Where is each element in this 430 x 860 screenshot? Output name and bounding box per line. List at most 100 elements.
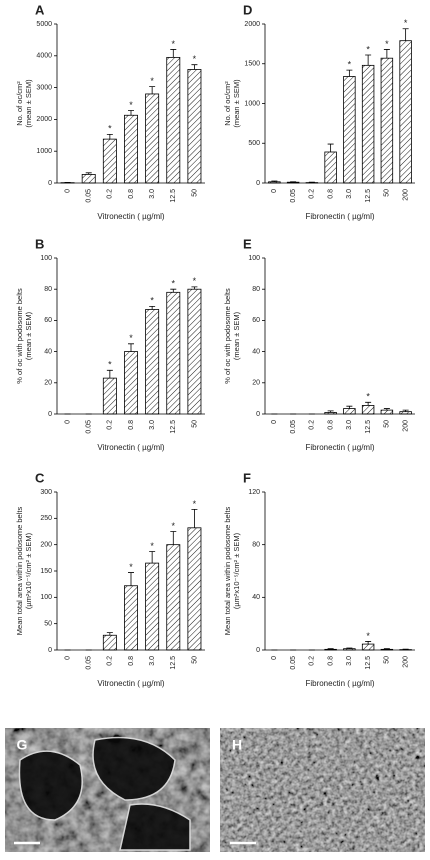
y-tick-label: 40 <box>252 594 260 601</box>
x-tick-label: 50 <box>191 420 198 428</box>
x-axis-label: Vitronectin ( µg/ml) <box>97 443 164 452</box>
y-tick-label: 4000 <box>36 53 52 60</box>
bar <box>287 182 299 183</box>
bar <box>103 139 116 183</box>
x-tick-label: 0.8 <box>128 656 135 666</box>
significance-mark: * <box>150 296 154 306</box>
significance-mark: * <box>366 392 370 402</box>
error-bar <box>365 55 371 65</box>
significance-mark: * <box>193 54 197 64</box>
y-tick-label: 20 <box>252 380 260 387</box>
y-tick-label: 60 <box>44 317 52 324</box>
x-axis-label: Fibronectin ( µg/ml) <box>305 212 374 221</box>
x-tick-label: 12.5 <box>170 420 177 434</box>
bar <box>400 41 412 183</box>
y-axis-label: (mean ± SEM) <box>232 311 241 360</box>
y-axis-label: No. of oc/cm² <box>15 81 24 126</box>
error-bar <box>107 370 113 378</box>
bar <box>124 115 137 183</box>
x-axis-label: Vitronectin ( µg/ml) <box>97 679 164 688</box>
y-tick-label: 250 <box>40 515 52 522</box>
error-bar <box>191 509 197 527</box>
y-tick-label: 0 <box>48 180 52 187</box>
y-axis-label: Mean total area within podosome belts <box>15 507 24 636</box>
x-tick-label: 0.2 <box>309 189 316 199</box>
x-tick-label: 50 <box>384 656 391 664</box>
x-tick-label: 0.8 <box>327 420 334 430</box>
error-bar <box>170 532 176 545</box>
x-tick-label: 0.05 <box>290 420 297 434</box>
x-tick-label: 0.2 <box>309 656 316 666</box>
bar <box>362 65 374 183</box>
y-tick-label: 120 <box>248 489 260 496</box>
panel-label: B <box>35 236 44 251</box>
error-bar <box>403 29 409 41</box>
significance-mark: * <box>108 124 112 134</box>
error-bar <box>170 49 176 57</box>
error-bar <box>384 49 390 58</box>
x-tick-label: 0.8 <box>327 656 334 666</box>
y-tick-label: 200 <box>40 542 52 549</box>
y-tick-label: 80 <box>44 286 52 293</box>
bar <box>344 76 356 183</box>
significance-mark: * <box>385 39 389 49</box>
significance-mark: * <box>129 562 133 572</box>
bar <box>188 69 201 183</box>
panel-label: D <box>243 2 252 17</box>
y-tick-label: 2000 <box>36 116 52 123</box>
x-tick-label: 0.05 <box>290 189 297 203</box>
bar <box>103 635 116 650</box>
bar <box>381 410 393 414</box>
error-bar <box>328 144 334 152</box>
significance-mark: * <box>193 276 197 286</box>
y-tick-label: 0 <box>48 647 52 654</box>
y-tick-label: 2000 <box>244 21 260 28</box>
micrograph-h: H <box>220 728 425 852</box>
significance-mark: * <box>366 44 370 54</box>
y-tick-label: 1500 <box>244 61 260 68</box>
y-tick-label: 0 <box>256 180 260 187</box>
y-tick-label: 5000 <box>36 21 52 28</box>
bar <box>103 378 116 414</box>
x-tick-label: 0.8 <box>327 189 334 199</box>
error-bar <box>346 70 352 76</box>
x-tick-label: 3.0 <box>346 189 353 199</box>
bar <box>344 649 356 650</box>
x-tick-label: 0 <box>271 420 278 424</box>
y-tick-label: 100 <box>248 255 260 262</box>
x-tick-label: 0.05 <box>86 656 93 670</box>
x-tick-label: 0.05 <box>86 189 93 203</box>
x-tick-label: 200 <box>402 656 409 668</box>
error-bar <box>128 573 134 586</box>
significance-mark: * <box>366 631 370 641</box>
y-tick-label: 0 <box>256 411 260 418</box>
x-tick-label: 0.2 <box>107 189 114 199</box>
y-tick-label: 1000 <box>36 148 52 155</box>
bar <box>82 174 95 183</box>
significance-mark: * <box>172 39 176 49</box>
x-tick-label: 3.0 <box>149 420 156 430</box>
micrograph-g: G <box>5 728 210 852</box>
panel-label: C <box>35 470 45 485</box>
bar <box>167 57 180 183</box>
x-tick-label: 3.0 <box>346 420 353 430</box>
bar <box>362 405 374 414</box>
x-tick-label: 3.0 <box>149 656 156 666</box>
significance-mark: * <box>172 279 176 289</box>
x-tick-label: 0 <box>64 656 71 660</box>
x-axis-label: Fibronectin ( µg/ml) <box>305 679 374 688</box>
significance-mark: * <box>348 59 352 69</box>
x-tick-label: 3.0 <box>346 656 353 666</box>
error-bar <box>149 87 155 94</box>
x-tick-label: 0 <box>271 656 278 660</box>
x-tick-label: 0 <box>64 189 71 193</box>
bar <box>362 644 374 650</box>
y-tick-label: 100 <box>40 255 52 262</box>
bar <box>124 352 137 414</box>
significance-mark: * <box>129 100 133 110</box>
bar <box>400 412 412 414</box>
error-bar <box>128 344 134 352</box>
y-axis-label: (mean ± SEM) <box>232 79 241 128</box>
